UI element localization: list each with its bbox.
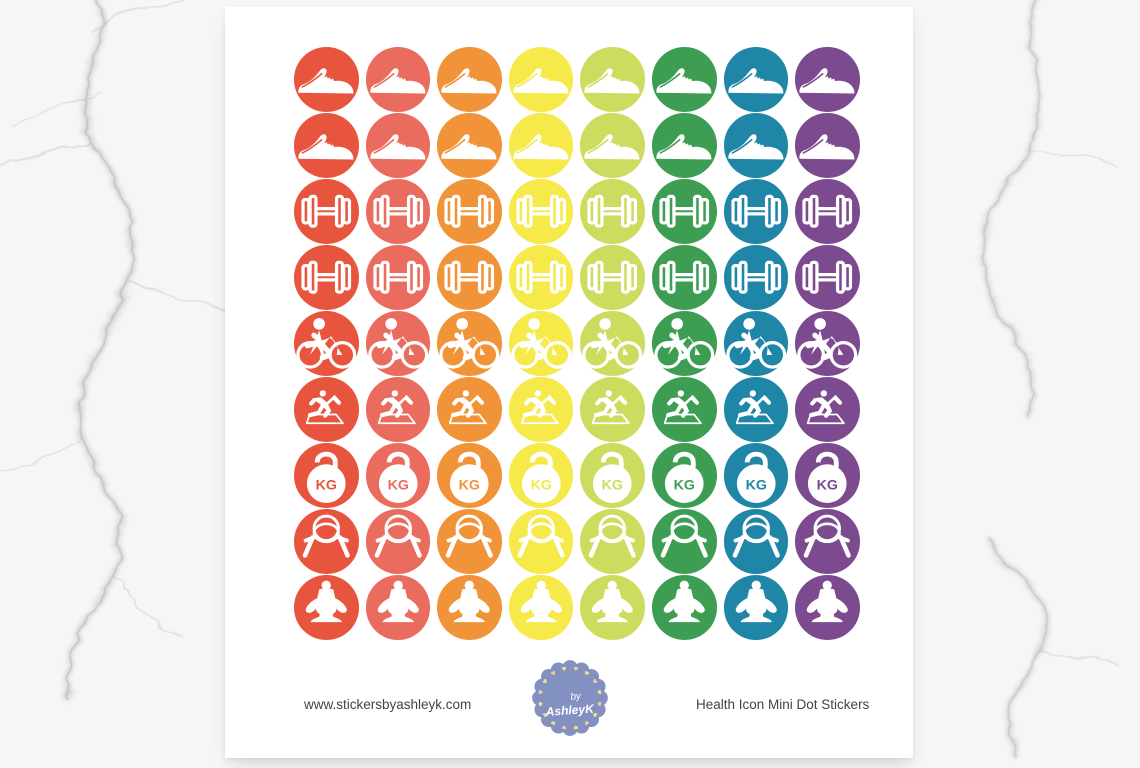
svg-text:KG: KG (817, 478, 838, 494)
svg-text:KG: KG (745, 478, 766, 494)
svg-text:KG: KG (602, 478, 623, 494)
svg-text:KG: KG (387, 478, 408, 494)
svg-text:KG: KG (674, 478, 695, 494)
svg-text:KG: KG (316, 478, 337, 494)
svg-text:KG: KG (530, 478, 551, 494)
svg-text:KG: KG (459, 478, 480, 494)
